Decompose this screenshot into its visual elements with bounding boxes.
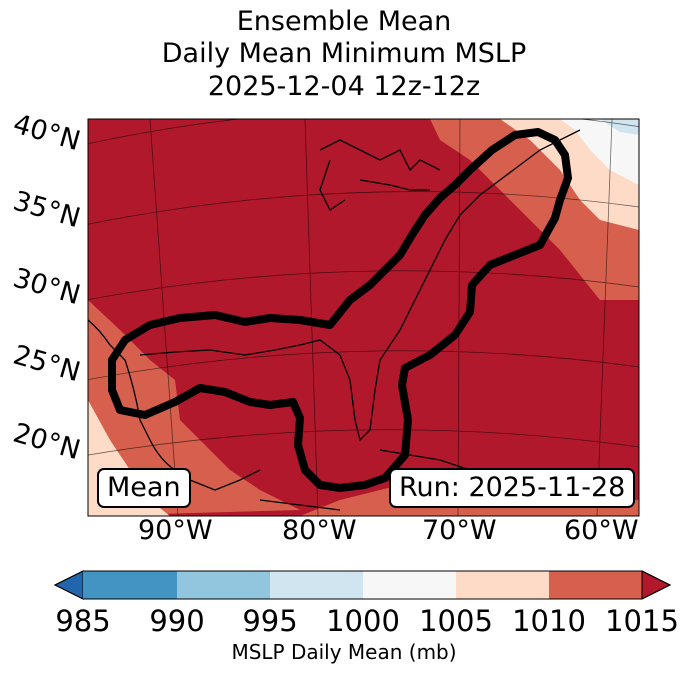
map-frame (87, 118, 640, 517)
colorbar-tick-1010: 1010 (512, 604, 586, 638)
colorbar-extend-low (53, 570, 84, 600)
colorbar-tick-1005: 1005 (419, 604, 493, 638)
colorbar-bin-990-995 (177, 571, 270, 599)
map-layer (88, 119, 639, 516)
colorbar-extend-high (641, 570, 672, 600)
title-line-3: 2025-12-04 12z-12z (207, 71, 481, 102)
lon-label-80: 80°W (282, 515, 357, 546)
colorbar-tick-1015: 1015 (605, 604, 679, 638)
pressure-field-1010-sw (88, 300, 300, 516)
lon-label-70: 70°W (422, 515, 497, 546)
title-line-2: Daily Mean Minimum MSLP (161, 38, 527, 69)
colorbar-outline (53, 570, 672, 600)
coastlines (88, 129, 581, 511)
graticule (88, 119, 639, 516)
lon-label-90: 90°W (138, 515, 213, 546)
colorbar-bin-1000-1005 (363, 571, 456, 599)
pressure-field-995-ne (600, 119, 639, 135)
colorbar-bin-1005-1010 (456, 571, 549, 599)
title-line-1: Ensemble Mean (236, 6, 452, 37)
colorbar-tick-990: 990 (149, 604, 205, 638)
colorbar-tick-1000: 1000 (326, 604, 400, 638)
colorbar (53, 570, 672, 600)
colorbar-tick-995: 995 (242, 604, 298, 638)
run-date-box: Run: 2025-11-28 (389, 468, 636, 508)
mean-label-box: Mean (97, 468, 191, 508)
colorbar-tick-985: 985 (55, 604, 111, 638)
colorbar-bin-985-990 (83, 571, 177, 599)
lon-label-60: 60°W (564, 515, 639, 546)
colorbar-bin-995-1000 (270, 571, 363, 599)
colorbar-bin-1010-1015 (549, 571, 642, 599)
mslp-contour (108, 128, 572, 492)
colorbar-label: MSLP Daily Mean (mb) (231, 640, 457, 664)
pressure-field-1000-ne (560, 119, 639, 185)
